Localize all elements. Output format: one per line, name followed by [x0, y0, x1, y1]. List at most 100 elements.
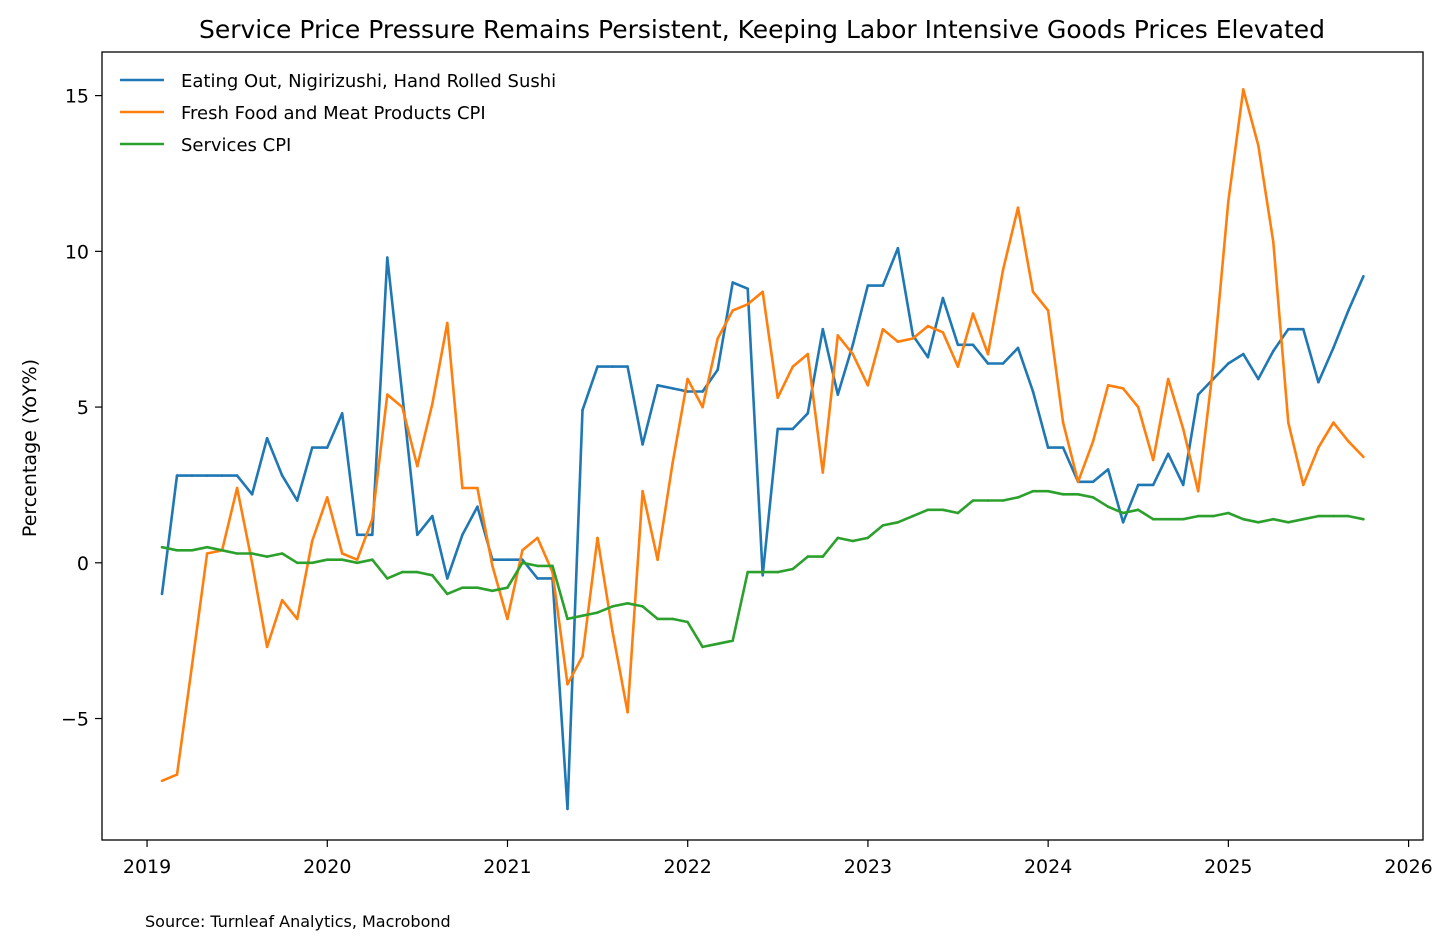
data-point: [1151, 458, 1155, 462]
data-point: [581, 654, 584, 658]
data-point: [1106, 468, 1110, 471]
data-point: [1046, 446, 1050, 449]
data-point: [746, 303, 749, 306]
data-point: [671, 461, 674, 465]
data-point: [1121, 521, 1125, 524]
data-point: [1272, 349, 1275, 353]
data-point: [1211, 365, 1215, 368]
data-point: [1347, 309, 1350, 312]
data-point: [1016, 346, 1020, 350]
data-point: [641, 443, 644, 446]
data-point: [1151, 483, 1155, 487]
data-point: [911, 514, 915, 518]
data-point: [446, 321, 449, 325]
data-point: [971, 343, 975, 347]
data-point: [866, 284, 870, 287]
y-tick-label: 15: [65, 86, 89, 108]
data-point: [220, 474, 224, 477]
data-point: [836, 536, 840, 540]
data-point: [280, 598, 284, 602]
data-point: [1317, 380, 1320, 384]
data-point: [701, 390, 704, 393]
data-point: [476, 586, 479, 589]
data-point: [776, 396, 779, 400]
data-point: [386, 256, 389, 259]
data-point: [401, 393, 404, 396]
data-point: [611, 605, 614, 608]
data-point: [1317, 446, 1320, 449]
data-point: [1196, 514, 1200, 518]
data-point: [1362, 455, 1365, 459]
data-point: [926, 355, 930, 359]
data-point: [250, 493, 254, 496]
data-point: [701, 405, 704, 409]
data-point: [1211, 514, 1215, 518]
data-point: [1016, 206, 1020, 209]
data-point: [235, 552, 239, 555]
data-point: [325, 446, 329, 449]
data-point: [190, 664, 194, 667]
x-tick-label: 2023: [844, 856, 892, 878]
data-point: [746, 287, 749, 291]
data-point: [190, 549, 194, 552]
data-point: [866, 384, 870, 387]
y-tick-label: 10: [65, 241, 89, 263]
data-point: [476, 505, 479, 509]
data-point: [491, 564, 494, 568]
data-point: [386, 577, 389, 580]
data-point: [235, 486, 239, 490]
data-point: [235, 474, 239, 477]
data-point: [461, 486, 464, 490]
data-point: [1091, 496, 1095, 499]
data-point: [1242, 88, 1245, 91]
data-point: [566, 617, 569, 621]
data-point: [1332, 514, 1335, 518]
data-point: [160, 779, 164, 783]
data-point: [881, 284, 885, 287]
data-point: [761, 574, 764, 577]
data-point: [611, 365, 614, 368]
data-point: [941, 296, 945, 300]
data-point: [371, 533, 374, 537]
data-point: [1227, 511, 1230, 515]
data-point: [220, 549, 224, 552]
data-point: [956, 365, 960, 368]
data-point: [1302, 483, 1305, 487]
data-point: [791, 427, 795, 431]
data-point: [431, 514, 434, 518]
series-2: [160, 88, 1365, 783]
data-point: [1181, 427, 1185, 431]
data-point: [806, 352, 810, 356]
data-point: [175, 773, 179, 776]
data-point: [1317, 514, 1320, 518]
data-point: [401, 405, 404, 409]
data-point: [716, 368, 719, 372]
data-point: [506, 558, 509, 561]
data-point: [701, 645, 704, 649]
data-point: [896, 340, 900, 344]
data-point: [1031, 290, 1035, 294]
data-point: [986, 352, 990, 356]
plot-frame: [101, 51, 1424, 841]
data-point: [671, 387, 674, 390]
data-point: [536, 564, 539, 568]
x-tick-label: 2021: [483, 856, 531, 878]
data-point: [506, 586, 509, 589]
data-point: [401, 570, 404, 574]
data-point: [325, 558, 329, 561]
data-point: [881, 524, 885, 527]
data-point: [175, 549, 179, 552]
y-tick-label: −5: [61, 709, 89, 731]
data-point: [626, 365, 629, 368]
data-point: [896, 521, 900, 524]
data-point: [1001, 268, 1005, 272]
data-point: [1061, 493, 1065, 496]
data-point: [731, 309, 734, 312]
data-point: [1227, 200, 1230, 203]
data-point: [1227, 362, 1230, 365]
data-point: [1166, 452, 1170, 456]
data-point: [1166, 377, 1170, 381]
data-point: [310, 561, 314, 565]
data-point: [686, 390, 689, 393]
